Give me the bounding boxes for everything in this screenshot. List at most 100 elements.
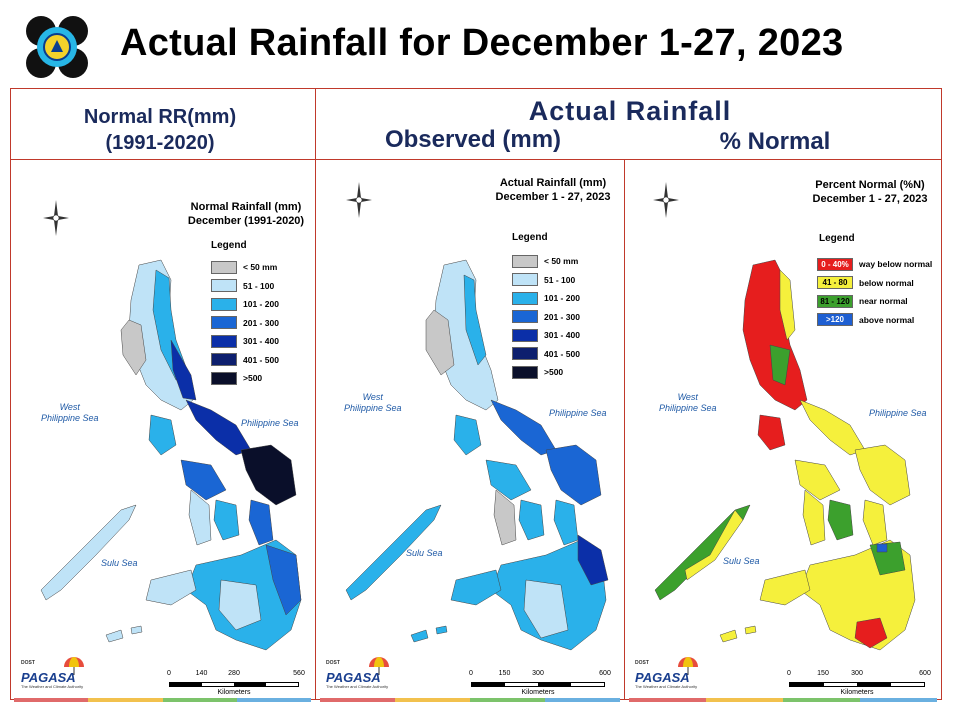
footer-stripe-segment (629, 698, 706, 702)
normal-rainfall-map-panel: Normal Rainfall (mm) December (1991-2020… (11, 160, 315, 700)
percent-map-title: Percent Normal (%N) December 1 - 27, 202… (805, 178, 935, 206)
observed-rainfall-map-panel: Actual Rainfall (mm) December 1 - 27, 20… (316, 160, 624, 700)
footer-stripe-segment (88, 698, 163, 702)
slide-title: Actual Rainfall for December 1-27, 2023 (120, 22, 844, 64)
percent-normal-map (654, 259, 916, 651)
footer-stripe-segment (236, 698, 311, 702)
legend-row: 41 - 80 below normal (817, 274, 932, 293)
west-philippine-sea-label: West Philippine Sea (344, 392, 402, 414)
philippine-sea-label: Philippine Sea (241, 418, 299, 428)
footer-stripe (320, 698, 620, 702)
west-sea-line2: Philippine Sea (659, 403, 717, 413)
normal-rr-header: Normal RR(mm) (1991-2020) (40, 104, 280, 156)
legend-label: < 50 mm (544, 256, 579, 267)
scale-tick: 600 (599, 670, 611, 677)
percent-map-title-line2: December 1 - 27, 2023 (812, 193, 928, 205)
umbrella-icon (369, 657, 389, 675)
legend-swatch (211, 279, 237, 293)
sulu-sea-label: Sulu Sea (723, 556, 760, 566)
legend-label: way below normal (859, 259, 933, 270)
legend-swatch (211, 316, 237, 330)
philippine-sea-label: Philippine Sea (869, 408, 927, 418)
pagasa-logo: DOST PAGASA The Weather and Climate Auth… (322, 656, 392, 690)
sulu-sea-label: Sulu Sea (406, 548, 443, 558)
legend-swatch: 0 - 40% (817, 257, 853, 271)
scale-tick: 300 (532, 670, 544, 677)
pagasa-tagline: The Weather and Climate Authority (326, 684, 389, 689)
legend-row: 101 - 200 (512, 289, 580, 308)
umbrella-icon (64, 657, 84, 675)
normal-legend: < 50 mm 51 - 100 101 - 200 201 - 300 301 - 4… (211, 258, 279, 388)
legend-label: 301 - 400 (243, 336, 279, 347)
scale-tick: 0 (469, 670, 473, 677)
legend-row: < 50 mm (211, 258, 279, 277)
legend-label: below normal (859, 277, 914, 288)
legend-swatch: 41 - 80 (817, 276, 853, 290)
legend-swatch (211, 297, 237, 311)
legend-label: 401 - 500 (243, 354, 279, 365)
legend-row: >120 above normal (817, 311, 932, 330)
legend-label: >500 (544, 367, 564, 378)
legend-row: 301 - 400 (512, 326, 580, 345)
normal-legend-title: Legend (211, 240, 247, 251)
dost-text: DOST (635, 660, 649, 666)
scale-tick: 600 (919, 670, 931, 677)
dost-text: DOST (326, 660, 340, 666)
footer-stripe-segment (395, 698, 470, 702)
normal-rainfall-map (40, 259, 302, 651)
scale-tick: 560 (293, 670, 305, 677)
scale-tick: 280 (228, 670, 240, 677)
pagasa-brand: PAGASA (635, 670, 690, 685)
observed-legend: < 50 mm 51 - 100 101 - 200 201 - 300 301 - 4… (512, 252, 580, 382)
percent-normal-header: % Normal (719, 128, 831, 155)
pagasa-brand: PAGASA (326, 670, 381, 685)
scale-unit: Kilometers (217, 689, 251, 696)
normal-map-title-line2: December (1991-2020) (187, 215, 305, 227)
legend-row: >500 (512, 363, 580, 382)
compass-rose-icon (651, 180, 681, 220)
legend-row: 201 - 300 (211, 314, 279, 333)
scale-tick: 140 (195, 670, 208, 677)
west-sea-line1: West (677, 392, 698, 402)
percent-legend: 0 - 40% way below normal 41 - 80 below norm… (817, 255, 932, 329)
scale-bar: 0 150 300 600 Kilometers (787, 670, 931, 696)
pagasa-brand: PAGASA (21, 670, 76, 685)
legend-swatch (512, 347, 538, 361)
legend-label: 201 - 300 (243, 317, 279, 328)
legend-label: >500 (243, 373, 263, 384)
footer-stripe-segment (162, 698, 237, 702)
footer-stripe-segment (860, 698, 937, 702)
legend-row: 401 - 500 (211, 351, 279, 370)
normal-rr-header-line2: (1991-2020) (105, 132, 215, 154)
footer-stripe (14, 698, 311, 702)
scale-tick: 150 (817, 670, 829, 677)
scale-unit: Kilometers (521, 689, 555, 696)
pagasa-tagline: The Weather and Climate Authority (21, 684, 84, 689)
legend-label: 51 - 100 (243, 280, 275, 291)
sulu-sea-label: Sulu Sea (101, 558, 138, 568)
west-sea-line2: Philippine Sea (344, 403, 402, 413)
legend-swatch (211, 334, 237, 348)
normal-rr-header-line1: Normal RR(mm) (83, 106, 237, 128)
philippine-sea-label: Philippine Sea (549, 408, 607, 418)
compass-rose-icon (344, 180, 374, 220)
legend-row: 301 - 400 (211, 332, 279, 351)
west-sea-line1: West (362, 392, 383, 402)
footer-stripe-segment (470, 698, 545, 702)
footer-stripe-segment (320, 698, 395, 702)
observed-rainfall-map (345, 259, 609, 651)
dost-text: DOST (21, 660, 35, 666)
legend-label: near normal (859, 296, 908, 307)
legend-label: above normal (859, 314, 915, 325)
legend-row: 51 - 100 (512, 271, 580, 290)
observed-legend-title: Legend (512, 232, 548, 243)
legend-row: 0 - 40% way below normal (817, 255, 932, 274)
footer-stripe-segment (545, 698, 620, 702)
west-philippine-sea-label: West Philippine Sea (41, 402, 99, 424)
normal-map-title-line1: Normal Rainfall (mm) (190, 201, 302, 213)
pagasa-tagline: The Weather and Climate Authority (635, 684, 698, 689)
observed-header: Observed (mm) (384, 126, 562, 153)
column-divider-1 (315, 88, 316, 700)
west-sea-line2: Philippine Sea (41, 413, 99, 423)
percent-normal-map-panel: Percent Normal (%N) December 1 - 27, 202… (625, 160, 941, 700)
